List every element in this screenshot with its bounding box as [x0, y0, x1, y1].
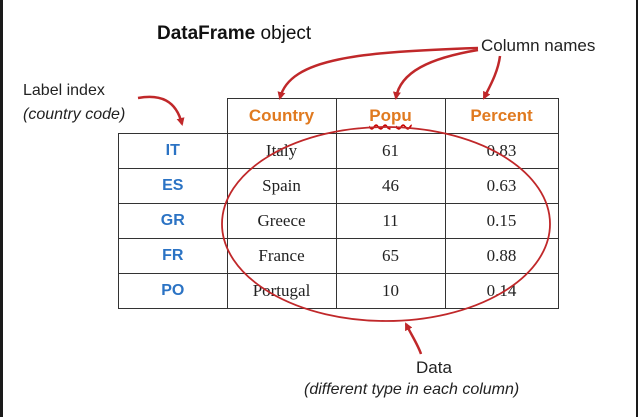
corner-cell	[118, 98, 227, 134]
column-arrow-popu	[392, 48, 479, 100]
label-index-annotation: Label index	[23, 82, 105, 99]
right-border	[636, 0, 638, 417]
country-cell: Italy	[226, 133, 337, 169]
country-cell: Spain	[226, 168, 337, 204]
table-row: ES Spain 46 0.63	[118, 168, 559, 204]
dataframe-table: Country Popu Percent IT Italy 61 0.83 ES…	[118, 98, 559, 309]
diagram-title: DataFrame object	[157, 23, 312, 44]
popu-cell: 10	[335, 273, 446, 309]
percent-cell: 0.83	[444, 133, 559, 169]
table-row: IT Italy 61 0.83	[118, 133, 559, 169]
column-header: Percent	[444, 98, 559, 134]
popu-cell: 61	[335, 133, 446, 169]
column-names-annotation: Column names	[481, 36, 596, 55]
data-annotation-subtitle: (different type in each column)	[304, 381, 520, 398]
row-index-label: PO	[118, 273, 228, 309]
percent-cell: 0.63	[444, 168, 559, 204]
column-arrow-percent	[482, 55, 502, 100]
table-row: GR Greece 11 0.15	[118, 203, 559, 239]
data-arrow	[404, 322, 423, 355]
country-cell: France	[226, 238, 337, 274]
row-index-label: IT	[118, 133, 228, 169]
percent-cell: 0.14	[444, 273, 559, 309]
popu-cell: 11	[335, 203, 446, 239]
popu-cell: 46	[335, 168, 446, 204]
header-row: Country Popu Percent	[118, 98, 559, 134]
table-row: PO Portugal 10 0.14	[118, 273, 559, 309]
percent-cell: 0.88	[444, 238, 559, 274]
column-header: Country	[226, 98, 337, 134]
table-row: FR France 65 0.88	[118, 238, 559, 274]
column-arrow-country	[277, 46, 479, 100]
row-index-label: GR	[118, 203, 228, 239]
country-cell: Portugal	[226, 273, 337, 309]
country-cell: Greece	[226, 203, 337, 239]
left-border	[0, 0, 3, 417]
popu-cell: 65	[335, 238, 446, 274]
data-annotation: Data	[416, 358, 452, 377]
percent-cell: 0.15	[444, 203, 559, 239]
column-header: Popu	[335, 98, 446, 134]
label-index-subtitle: (country code)	[23, 106, 126, 123]
row-index-label: FR	[118, 238, 228, 274]
row-index-label: ES	[118, 168, 228, 204]
